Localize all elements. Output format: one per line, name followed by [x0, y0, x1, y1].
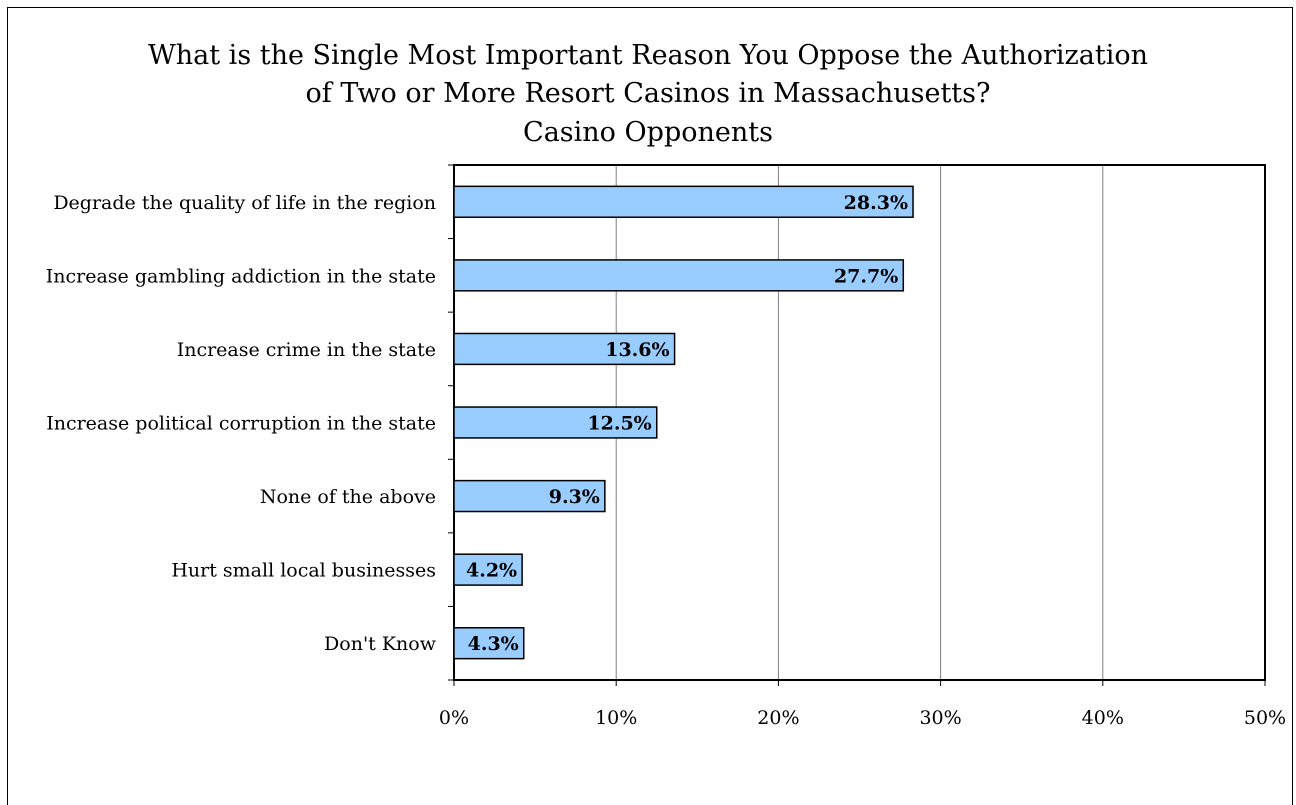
- chart-title-line-1: What is the Single Most Important Reason…: [148, 40, 1148, 71]
- x-tick-label: 20%: [757, 707, 799, 729]
- x-tick-label: 50%: [1244, 707, 1286, 729]
- data-label: 27.7%: [834, 265, 898, 287]
- category-label: Increase political corruption in the sta…: [46, 413, 436, 435]
- x-tick-label: 0%: [439, 707, 469, 729]
- bar: [453, 553, 523, 586]
- bar: [453, 627, 525, 660]
- bars: 28.3% 27.7% 13.6% 12.5% 9.3% 4.2% 4.3%: [453, 185, 914, 660]
- bar: [453, 406, 658, 439]
- chart-subtitle: Casino Opponents: [523, 117, 773, 148]
- x-tick-label: 30%: [919, 707, 961, 729]
- chart-frame: [7, 7, 1293, 805]
- grid-lines: [615, 165, 1104, 680]
- bar: [453, 185, 914, 218]
- category-label: Increase gambling addiction in the state: [46, 265, 436, 287]
- data-label: 12.5%: [587, 413, 651, 435]
- axis-ticks: 0% 10% 20% 30% 40% 50%: [439, 164, 1286, 729]
- category-label: Don't Know: [324, 633, 437, 655]
- category-labels: Degrade the quality of life in the regio…: [46, 192, 437, 655]
- category-label: None of the above: [260, 486, 436, 508]
- x-tick-label: 40%: [1082, 707, 1124, 729]
- data-label: 4.3%: [468, 633, 519, 655]
- bar: [453, 259, 905, 292]
- category-label: Degrade the quality of life in the regio…: [53, 192, 436, 214]
- category-label: Hurt small local businesses: [171, 560, 436, 582]
- chart-title-line-2: of Two or More Resort Casinos in Massach…: [305, 78, 991, 109]
- category-label: Increase crime in the state: [177, 339, 436, 361]
- bar: [453, 479, 606, 513]
- data-label: 4.2%: [466, 560, 517, 582]
- data-label: 28.3%: [844, 192, 908, 214]
- data-label: 9.3%: [549, 486, 600, 508]
- data-label: 13.6%: [605, 339, 669, 361]
- x-tick-label: 10%: [595, 707, 637, 729]
- bar: [453, 332, 676, 366]
